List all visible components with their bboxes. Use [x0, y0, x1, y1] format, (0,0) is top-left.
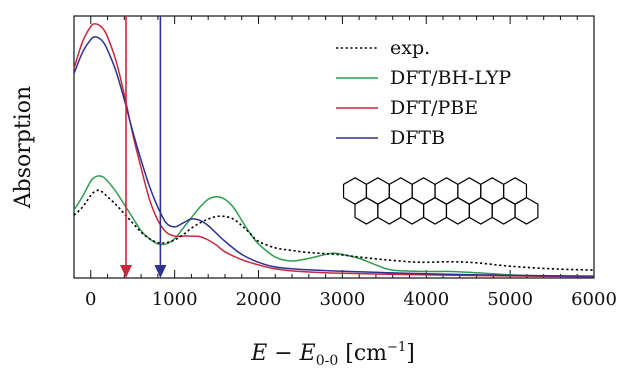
x-axis-label-unit-close: ]: [406, 341, 415, 366]
legend-label-dft-bh-lyp: DFT/BH-LYP: [390, 67, 511, 89]
x-axis-label-unit-power: −1: [387, 340, 406, 355]
x-axis-label-prefix: E − E: [250, 341, 316, 366]
x-axis-label-unit-open: [cm: [338, 341, 387, 366]
inset-hexagon: [491, 196, 516, 225]
plot-frame: [73, 15, 595, 279]
x-tick-label: 1000: [152, 289, 198, 310]
legend: exp. DFT/BH-LYP DFT/PBE DFTB: [336, 37, 511, 149]
inset-hexagon: [468, 196, 493, 225]
series-line-dftb: [73, 36, 595, 277]
inset-hexagon: [377, 196, 402, 225]
x-tick-label: 0: [85, 289, 96, 310]
inset-hexagon: [354, 196, 379, 225]
x-tick-label: 6000: [571, 289, 617, 310]
x-ticks: [73, 16, 595, 278]
marker-arrowhead-1: [120, 265, 132, 278]
marker-arrows: [120, 16, 167, 278]
x-tick-label: 2000: [236, 289, 282, 310]
legend-label-exp: exp.: [390, 37, 430, 59]
inset-hexagon: [422, 196, 448, 225]
legend-label-dft-pbe: DFT/PBE: [390, 97, 478, 119]
x-tick-label: 5000: [487, 289, 533, 310]
series-layer: [73, 23, 595, 278]
x-axis-label: E − E0-0 [cm−1]: [250, 340, 415, 369]
x-tick-label: 4000: [403, 289, 449, 310]
inset-hexagon: [514, 196, 539, 225]
series-line-dft-bh-lyp: [73, 175, 595, 278]
x-tick-label: 3000: [319, 289, 365, 310]
marker-arrowhead-2: [154, 265, 167, 278]
legend-label-dftb: DFTB: [390, 127, 445, 149]
series-line-exp: [73, 189, 595, 271]
hexagon-ribbon-inset: [342, 177, 539, 225]
plot-area-border: [73, 15, 595, 279]
inset-hexagon: [445, 196, 470, 225]
series-line-dft-pbe: [73, 23, 595, 278]
x-tick-labels: 0 1000 2000 3000 4000 5000 6000: [85, 289, 617, 310]
y-axis-label: Absorption: [11, 86, 36, 209]
x-axis-label-subscript: 0-0: [316, 353, 339, 369]
inset-hexagon: [400, 196, 425, 225]
